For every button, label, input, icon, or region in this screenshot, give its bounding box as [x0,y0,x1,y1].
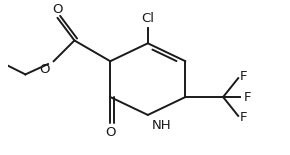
Text: F: F [244,91,251,104]
Text: Cl: Cl [141,12,154,25]
Text: NH: NH [152,119,171,132]
Text: O: O [105,126,115,139]
Text: F: F [240,111,248,124]
Text: O: O [39,63,50,76]
Text: F: F [240,70,248,83]
Text: O: O [52,3,63,16]
